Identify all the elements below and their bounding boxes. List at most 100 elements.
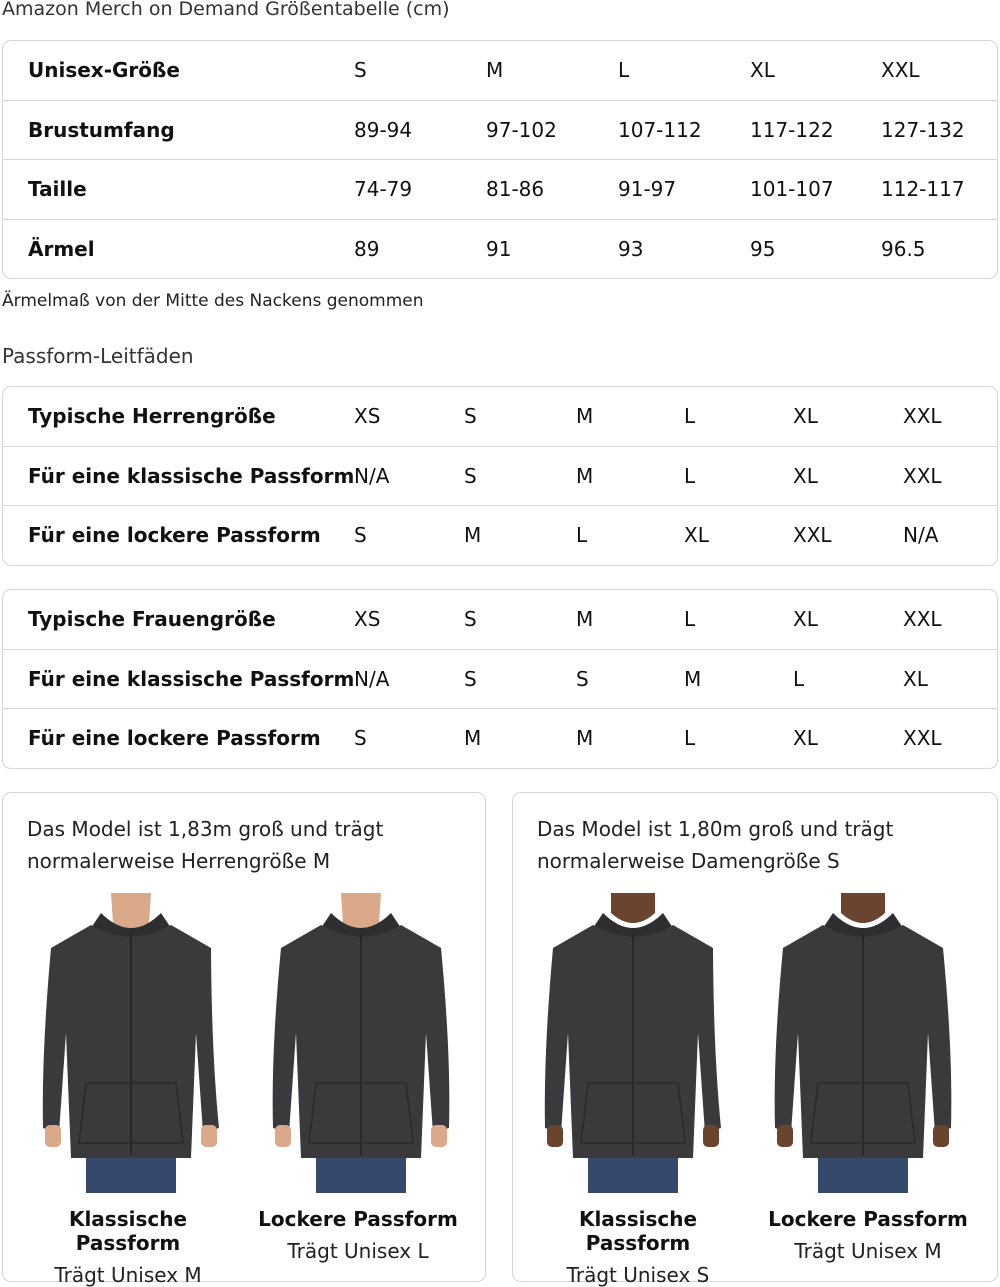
cell-value: 91-97: [618, 177, 677, 202]
cell-value: XL: [750, 58, 775, 83]
cell-value: 101-107: [750, 177, 834, 202]
description-line: Das Model ist 1,83m groß und trägt: [27, 817, 384, 841]
cell-value: N/A: [354, 666, 390, 691]
cell-value: XL: [793, 607, 818, 632]
cell-value: 95: [750, 236, 776, 261]
cell-value: XXL: [903, 726, 942, 751]
chart-title: Amazon Merch on Demand Größentabelle (cm…: [2, 0, 450, 20]
cell-value: M: [464, 726, 482, 751]
model-description: Das Model ist 1,83m groß und trägt normal…: [27, 813, 383, 877]
cell-value: 97-102: [486, 117, 557, 142]
cell-value: 107-112: [618, 117, 702, 142]
cell-value: M: [684, 666, 702, 691]
cell-value: N/A: [903, 523, 939, 548]
description-line: Das Model ist 1,80m groß und trägt: [537, 817, 894, 841]
cell-value: XL: [684, 523, 709, 548]
model-photo: [31, 893, 231, 1197]
row-label: Brustumfang: [28, 117, 175, 142]
fit-name: Lockere Passform: [768, 1207, 968, 1231]
cell-value: 89: [354, 236, 380, 261]
cell-value: 74-79: [354, 177, 413, 202]
row-label: Für eine lockere Passform: [28, 726, 321, 751]
cell-value: L: [684, 463, 696, 488]
table-row: Unisex-Größe S M L XL XXL: [3, 41, 997, 100]
row-label: Ärmel: [28, 236, 95, 261]
cell-value: M: [576, 607, 594, 632]
fit-caption: Klassische Passform Trägt Unisex S: [528, 1207, 748, 1287]
fit-name: Lockere Passform: [258, 1207, 458, 1231]
cell-value: L: [793, 666, 805, 691]
cell-value: M: [486, 58, 504, 83]
cell-value: 117-122: [750, 117, 834, 142]
cell-value: XS: [354, 404, 381, 429]
cell-value: M: [576, 404, 594, 429]
fit-caption: Lockere Passform Trägt Unisex M: [758, 1207, 978, 1263]
cell-value: 81-86: [486, 177, 545, 202]
fit-guide-title: Passform-Leitfäden: [2, 344, 194, 368]
model-description: Das Model ist 1,80m groß und trägt normal…: [537, 813, 893, 877]
row-label: Für eine klassische Passform: [28, 666, 355, 691]
cell-value: XXL: [903, 607, 942, 632]
cell-value: 93: [618, 236, 644, 261]
cell-value: L: [684, 726, 696, 751]
cell-value: M: [576, 726, 594, 751]
cell-value: S: [354, 58, 367, 83]
cell-value: S: [464, 404, 477, 429]
description-line: normalerweise Damengröße S: [537, 849, 840, 873]
fit-caption: Klassische Passform Trägt Unisex M: [18, 1207, 238, 1287]
cell-value: XL: [793, 404, 818, 429]
men-fit-table: Typische Herrengröße XS S M L XL XXL Für eine k…: [2, 386, 998, 566]
row-label: Für eine klassische Passform: [28, 463, 355, 488]
model-photo: [763, 891, 963, 1197]
cell-value: S: [464, 666, 477, 691]
model-photo: [533, 891, 733, 1197]
cell-value: XL: [793, 463, 818, 488]
cell-value: 112-117: [881, 177, 965, 202]
cell-value: S: [464, 463, 477, 488]
cell-value: XL: [903, 666, 928, 691]
table-row: Taille 74-79 81-86 91-97 101-107 112-117: [3, 159, 997, 219]
row-label: Taille: [28, 177, 87, 202]
cell-value: S: [464, 607, 477, 632]
cell-value: XXL: [881, 58, 920, 83]
size-worn: Trägt Unisex M: [794, 1239, 942, 1263]
cell-value: N/A: [354, 463, 390, 488]
table-row: Typische Herrengröße XS S M L XL XXL: [3, 387, 997, 446]
cell-value: M: [464, 523, 482, 548]
cell-value: XXL: [903, 404, 942, 429]
size-worn: Trägt Unisex L: [287, 1239, 429, 1263]
cell-value: 96.5: [881, 236, 926, 261]
table-row: Typische Frauengröße XS S M L XL XXL: [3, 590, 997, 649]
row-label: Typische Frauengröße: [28, 607, 276, 632]
cell-value: 89-94: [354, 117, 413, 142]
size-worn: Trägt Unisex M: [54, 1263, 202, 1287]
women-fit-table: Typische Frauengröße XS S M L XL XXL Für eine k…: [2, 589, 998, 769]
cell-value: XXL: [903, 463, 942, 488]
cell-value: XS: [354, 607, 381, 632]
fit-name: Klassische Passform: [578, 1207, 698, 1255]
cell-value: 91: [486, 236, 512, 261]
table-row: Für eine klassische Passform N/A S M L XL XXL: [3, 445, 997, 506]
cell-value: S: [576, 666, 589, 691]
sleeve-note: Ärmelmaß von der Mitte des Nackens genom…: [2, 291, 424, 311]
row-label: Für eine lockere Passform: [28, 523, 321, 548]
cell-value: 127-132: [881, 117, 965, 142]
size-worn: Trägt Unisex S: [566, 1263, 710, 1287]
description-line: normalerweise Herrengröße M: [27, 849, 331, 873]
table-row: Ärmel 89 91 93 95 96.5: [3, 218, 997, 279]
cell-value: L: [618, 58, 630, 83]
women-model-card: Das Model ist 1,80m groß und trägt normal…: [512, 792, 998, 1287]
cell-value: S: [354, 523, 367, 548]
table-row: Für eine lockere Passform S M M L XL XXL: [3, 708, 997, 768]
row-label: Typische Herrengröße: [28, 404, 276, 429]
table-row: Brustumfang 89-94 97-102 107-112 117-122 127-…: [3, 99, 997, 160]
cell-value: L: [684, 607, 696, 632]
cell-value: L: [684, 404, 696, 429]
cell-value: S: [354, 726, 367, 751]
table-row: Für eine klassische Passform N/A S S M L XL: [3, 648, 997, 709]
men-model-card: Das Model ist 1,83m groß und trägt normal…: [2, 792, 486, 1287]
cell-value: XL: [793, 726, 818, 751]
cell-value: XXL: [793, 523, 832, 548]
fit-name: Klassische Passform: [68, 1207, 188, 1255]
cell-value: M: [576, 463, 594, 488]
